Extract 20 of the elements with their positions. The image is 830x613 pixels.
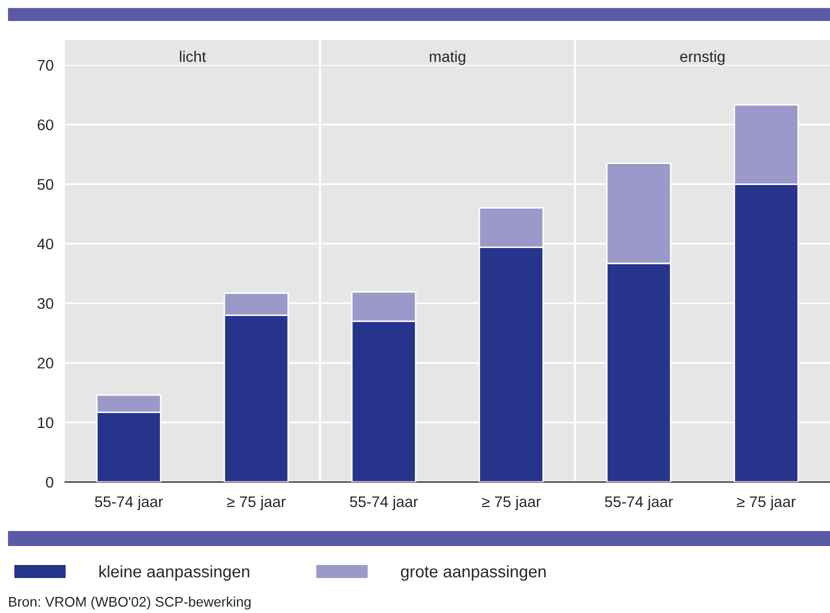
x-tick-label: ≥ 75 jaar [737, 496, 796, 510]
text: licht [180, 50, 206, 62]
x-tick-label: 55-74 jaar [604, 496, 673, 510]
x-tick-label: 55-74 jaar [350, 496, 418, 510]
y-tick-label: 30 [37, 298, 54, 309]
y-tick-label: 50 [38, 179, 54, 190]
text: Bron: VROM (WBO'02) SCP-bewerking [9, 596, 251, 610]
x-tick-label: ≥ 75 jaar [227, 496, 286, 510]
annotation: ernstig [680, 50, 724, 65]
y-tick-label: 60 [38, 119, 54, 130]
annotation: matig [430, 50, 466, 65]
y-tick-label: 70 [38, 60, 54, 71]
y-tick-label: 40 [37, 238, 54, 250]
y-tick-label: 20 [38, 358, 54, 369]
legend-label: kleine aanpassingen [99, 565, 250, 581]
y-tick-label: 0 [46, 476, 54, 488]
x-tick-label: 55-74 jaar [94, 496, 163, 510]
legend-label: grote aanpassingen [400, 565, 546, 581]
y-tick-label: 10 [38, 417, 54, 428]
x-tick-label: ≥ 75 jaar [482, 496, 541, 510]
